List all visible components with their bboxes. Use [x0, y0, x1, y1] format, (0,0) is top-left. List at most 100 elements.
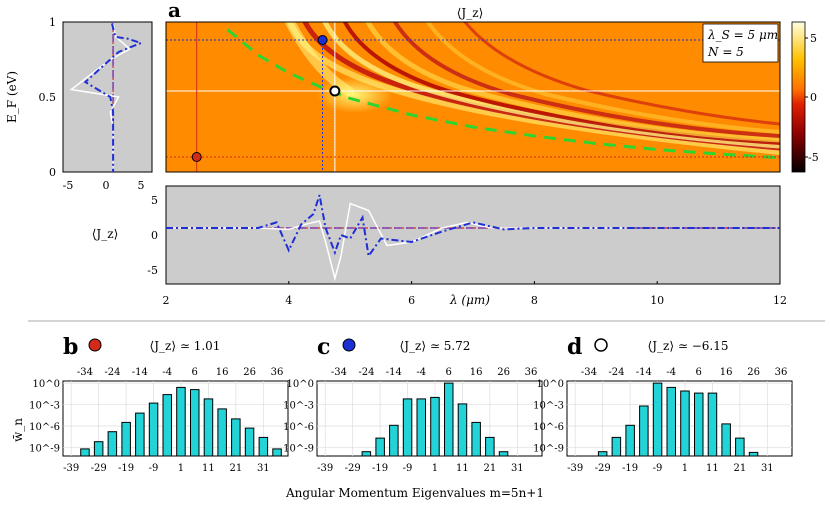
hist-top-tick: -24 — [608, 367, 624, 378]
hist-bar — [389, 424, 399, 457]
hist-bar — [375, 437, 385, 457]
hist-top-tick: -14 — [636, 367, 652, 378]
hist-bar — [680, 390, 690, 457]
hist-ytick: 10^0 — [33, 379, 60, 390]
hist-top-tick: -34 — [581, 367, 597, 378]
title-c: ⟨J_z⟩ ≃ 5.72 — [400, 339, 471, 353]
hist-bar — [625, 424, 635, 457]
hist-bar — [190, 389, 200, 457]
hist-bar — [107, 431, 118, 457]
hist-top-tick: 6 — [192, 367, 198, 378]
hist-bottom-tick: -19 — [372, 463, 388, 474]
panel-label-a: a — [168, 0, 181, 22]
hist-bar — [148, 402, 159, 457]
hist-bar — [694, 392, 704, 457]
ylabel-ef: E_F (eV) — [5, 71, 19, 123]
hist-top-tick: 16 — [720, 367, 733, 378]
bottom-plot-area — [165, 185, 781, 285]
hist-bar — [231, 418, 241, 457]
hist-top-tick: -24 — [104, 367, 120, 378]
hist-top-tick: -34 — [331, 367, 347, 378]
panel-c: c ⟨J_z⟩ ≃ 5.72 -39 -29 -19 -9 1 11 21 31-34 -24-… — [283, 334, 543, 474]
panel-label-d: d — [567, 334, 582, 360]
hist-bottom-tick: -29 — [345, 463, 361, 474]
left-xtick: -5 — [63, 179, 74, 192]
hist-bottom-tick: 11 — [202, 463, 215, 474]
hist-ytick: 10^-9 — [533, 443, 564, 454]
hist-ytick: 10^-9 — [29, 443, 60, 454]
hist-bottom-tick: -9 — [653, 463, 663, 474]
hist-ytick: 10^-6 — [283, 422, 314, 433]
bottom-xtick: 8 — [531, 294, 538, 307]
hist-bottom-tick: 21 — [733, 463, 746, 474]
hist-ytick: 10^-3 — [29, 401, 60, 412]
hist-top-tick: 26 — [747, 367, 760, 378]
hist-bottom-tick: -39 — [317, 463, 333, 474]
hist-bar — [272, 448, 282, 457]
colorbar-tick: -5 — [808, 151, 819, 164]
hist-bar — [361, 451, 372, 457]
hist-bottom-tick: 1 — [432, 463, 438, 474]
hist-top-tick: -14 — [386, 367, 402, 378]
heatmap-area — [166, 22, 780, 172]
green-dashed-curve — [226, 28, 780, 160]
ylabel-jz: ⟨J_z⟩ — [92, 227, 119, 241]
title-b: ⟨J_z⟩ ≃ 1.01 — [150, 339, 221, 353]
hist-bottom-tick: -19 — [622, 463, 638, 474]
marker-red-legend — [88, 338, 102, 352]
hist-bar — [258, 436, 269, 457]
hist-bar — [430, 396, 440, 457]
panel-a: a ⟨J_z⟩ — [165, 0, 819, 173]
hist-bar — [244, 427, 255, 457]
left-plot-area — [62, 21, 153, 173]
hist-axes: -39 -29 -19 -9 1 11 21 31-34 -24 -14 -4 6 16 26 3610^0… — [29, 367, 289, 474]
hist-bar — [416, 398, 426, 457]
panel-b: b ⟨J_z⟩ ≃ 1.01 -39 -29 -19 -9 1 11 21 31-34 -24-… — [29, 334, 289, 474]
hist-ytick: 10^-9 — [283, 443, 314, 454]
hist-top-tick: 36 — [525, 367, 538, 378]
xlabel-bottom: Angular Momentum Eigenvalues m=5n+1 — [285, 486, 544, 500]
hist-bar — [457, 403, 468, 457]
hist-bar — [80, 448, 90, 457]
panel-a-bottom: 5 0 -5 2 4 6 8 10 12 ⟨J_z⟩ λ (μm) — [92, 185, 787, 307]
hist-top-tick: 26 — [243, 367, 256, 378]
left-ytick: 0.5 — [39, 91, 57, 104]
hist-frame — [316, 380, 543, 457]
hist-bottom-tick: 1 — [178, 463, 184, 474]
marker-blue — [317, 35, 328, 45]
hist-top-tick: 6 — [696, 367, 702, 378]
hist-bottom-tick: -19 — [118, 463, 134, 474]
hist-top-tick: -4 — [416, 367, 426, 378]
bottom-xtick: 6 — [408, 294, 415, 307]
hist-bar — [121, 421, 131, 457]
bottom-xticks: 2 4 6 8 10 12 — [163, 281, 787, 307]
hist-bar — [176, 386, 186, 457]
hot-spot — [317, 77, 393, 113]
hist-top-tick: -14 — [132, 367, 148, 378]
hist-bar — [652, 382, 663, 457]
hist-bar — [735, 437, 745, 457]
bottom-xtick: 2 — [163, 294, 170, 307]
hist-bar — [498, 451, 509, 457]
panel-d: d ⟨J_z⟩ ≃ −6.15 -39 -29 -19 -9 1 11 21 31-34 -24… — [533, 334, 793, 474]
hist-bottom-tick: -39 — [567, 463, 583, 474]
hist-bottom-tick: 31 — [511, 463, 524, 474]
hist-bottom-tick: -29 — [91, 463, 107, 474]
hist-bar — [93, 441, 104, 457]
panel-a-left: 1 0.5 0 E_F (eV) -5 0 5 — [5, 16, 153, 192]
legend-box: λ_S = 5 μm N = 5 — [702, 23, 779, 63]
marker-red — [191, 152, 202, 162]
hist-bottom-tick: 21 — [229, 463, 242, 474]
hist-ytick: 10^0 — [287, 379, 314, 390]
marker-blue-legend — [342, 338, 356, 352]
hist-top-tick: 6 — [446, 367, 452, 378]
hist-bar — [639, 405, 649, 457]
bottom-xtick: 12 — [773, 294, 787, 307]
bottom-ytick: -5 — [147, 264, 158, 277]
hist-bar — [597, 451, 608, 457]
marker-white-legend — [594, 338, 608, 352]
hist-top-tick: -4 — [162, 367, 172, 378]
hist-bar — [162, 394, 172, 457]
hist-bottom-tick: 11 — [456, 463, 469, 474]
